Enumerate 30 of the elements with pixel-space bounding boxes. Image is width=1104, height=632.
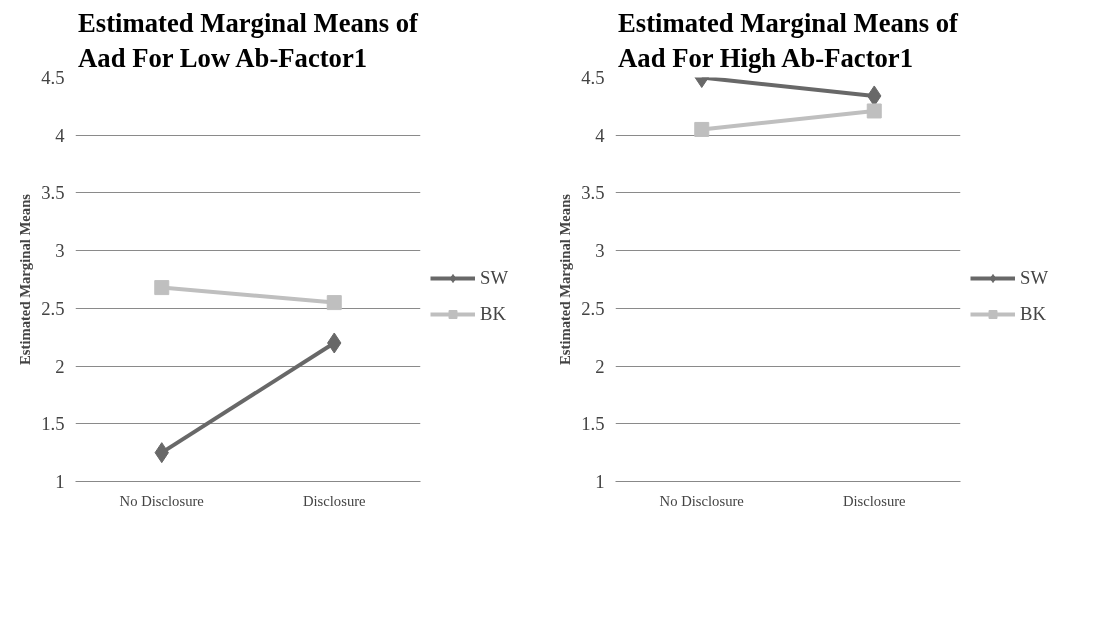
- y-tick-label: 3.5: [581, 182, 605, 204]
- legend-label: BK: [1020, 303, 1046, 325]
- legend-label: SW: [1020, 267, 1048, 289]
- y-tick-label: 1: [55, 471, 65, 492]
- y-tick-label: 4.5: [581, 67, 605, 88]
- chart-title: Estimated Marginal Means of Aad For Low Ab-Factor1: [78, 8, 420, 73]
- y-tick-label: 1.5: [581, 413, 605, 435]
- y-tick-label: 3.5: [41, 182, 65, 204]
- y-tick-label: 4: [55, 124, 66, 146]
- point: [154, 280, 170, 296]
- x-tick-label: No Disclosure: [119, 492, 204, 509]
- y-tick-label: 4: [595, 124, 606, 146]
- legend-label: SW: [480, 267, 508, 289]
- chart-title: Estimated Marginal Means of Aad For High Ab-Factor1: [618, 8, 960, 73]
- y-tick-label: 2.5: [41, 297, 65, 319]
- point: [326, 295, 342, 311]
- y-tick-label: 2: [595, 355, 605, 377]
- y-tick-label: 2.5: [581, 297, 605, 319]
- y-axis-title: Estimated Marginal Means: [557, 193, 574, 365]
- y-tick-label: 1: [595, 471, 605, 492]
- y-tick-label: 3: [55, 240, 65, 262]
- y-axis-title: Estimated Marginal Means: [17, 193, 34, 365]
- y-tick-label: 1.5: [41, 413, 65, 435]
- x-tick-label: Disclosure: [842, 492, 906, 509]
- legend-label: BK: [480, 303, 506, 325]
- x-tick-label: No Disclosure: [659, 492, 744, 509]
- x-tick-label: Disclosure: [302, 492, 366, 509]
- y-tick-label: 2: [55, 355, 65, 377]
- y-tick-label: 4.5: [41, 67, 65, 88]
- y-tick-label: 3: [595, 240, 605, 262]
